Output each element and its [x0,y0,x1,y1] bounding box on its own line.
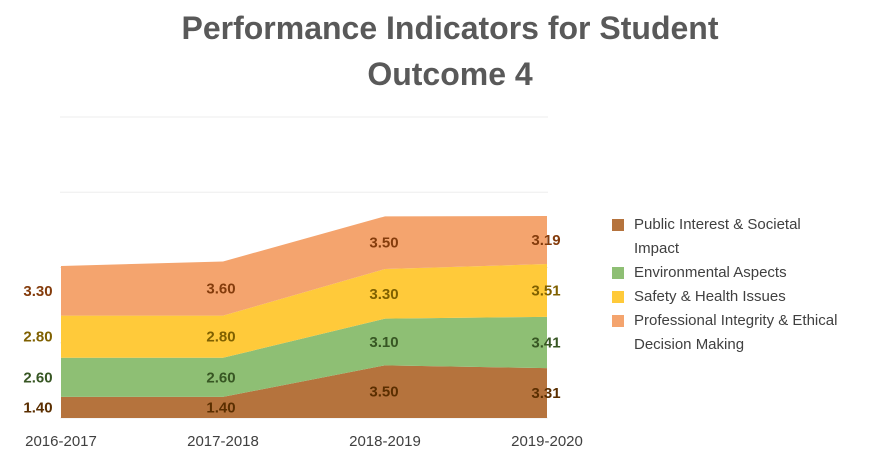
data-label: 3.60 [206,281,235,298]
x-tick-label: 2017-2018 [187,433,259,450]
data-label: 3.41 [531,335,560,352]
area-1 [61,365,547,418]
legend-label: Public Interest & Societal [634,216,801,233]
data-label: 1.40 [23,399,52,416]
legend-swatch [612,291,624,303]
area-3 [61,264,547,358]
x-tick-label: 2019-2020 [511,433,583,450]
data-label: 3.50 [369,384,398,401]
legend-label: Safety & Health Issues [634,288,786,305]
data-label: 2.60 [206,369,235,386]
data-label: 1.40 [206,399,235,416]
legend-item: Environmental Aspects [612,261,896,285]
legend-label: Environmental Aspects [634,264,787,281]
data-label: 2.60 [23,369,52,386]
area-2 [61,316,547,397]
legend-label: Professional Integrity & Ethical [634,312,838,329]
legend-swatch [612,315,624,327]
data-label: 3.51 [531,282,560,299]
data-label: 3.30 [23,283,52,300]
area-4 [61,216,547,316]
data-label: 3.10 [369,334,398,351]
data-label: 2.80 [206,329,235,346]
chart-title-line-2: Outcome 4 [367,56,533,92]
legend-item: Public Interest & Societal Impact [612,213,896,261]
chart-title-line-1: Performance Indicators for Student [181,10,719,46]
data-label: 3.19 [531,232,560,249]
data-label: 3.31 [531,385,560,402]
chart-legend: Public Interest & Societal Impact Environm… [612,213,896,357]
legend-label: Impact [634,240,680,257]
data-label: 2.80 [23,329,52,346]
legend-swatch [612,219,624,231]
x-tick-label: 2018-2019 [349,433,421,450]
data-label: 3.50 [369,235,398,252]
legend-item: Safety & Health Issues [612,285,896,309]
legend-swatch [612,267,624,279]
x-tick-label: 2016-2017 [25,433,97,450]
legend-label: Decision Making [634,336,745,353]
data-label: 3.30 [369,286,398,303]
legend-item: Professional Integrity & Ethical Decision… [612,309,896,357]
